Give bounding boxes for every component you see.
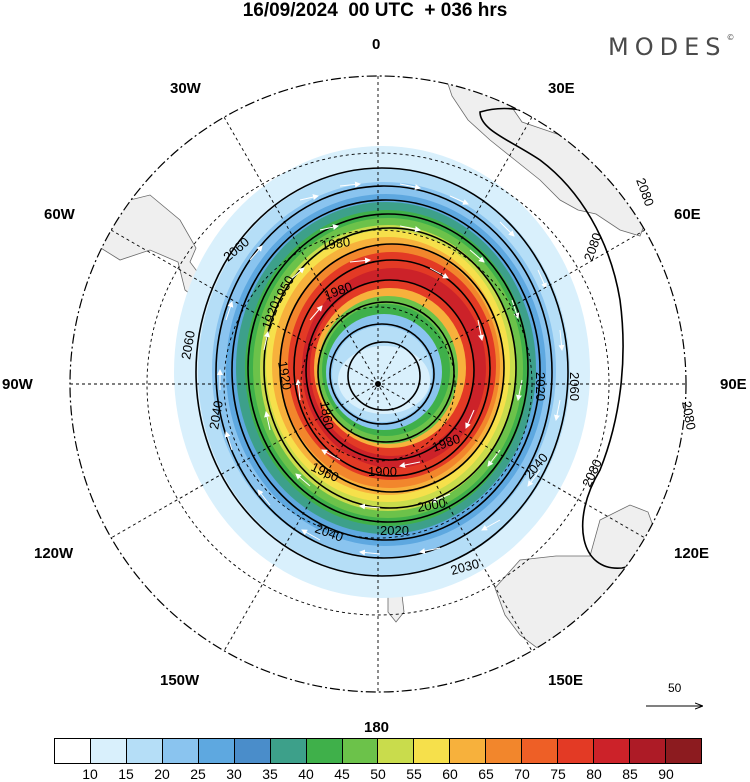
lon-label-30w: 30W (170, 80, 202, 97)
colorbar-tick-label: 75 (550, 766, 566, 782)
colorbar-swatch (486, 739, 523, 763)
colorbar-swatch (665, 739, 701, 763)
colorbar-swatch (270, 739, 307, 763)
contour-label: 1900 (368, 464, 397, 479)
contour-label: 2080 (579, 457, 605, 490)
colorbar-tick-label: 10 (82, 766, 98, 782)
lon-label-120w: 120W (34, 545, 74, 562)
lon-label-60w: 60W (44, 206, 76, 223)
map-border (69, 75, 687, 693)
page-title: 16/09/2024 00 UTC + 036 hrs (242, 0, 508, 21)
contour-label: 2060 (567, 372, 582, 401)
reference-vector-label: 50 (668, 681, 682, 695)
colorbar-tick-label: 70 (514, 766, 530, 782)
longitude-labels: 0 30E 60E 90E 120E 150E 180 150W 120W 90… (2, 36, 747, 736)
contour-label: 1920 (275, 360, 295, 391)
colorbar-swatch (378, 739, 415, 763)
colorbar-tick-label: 30 (226, 766, 242, 782)
colorbar-tick-label: 80 (586, 766, 602, 782)
lon-label-180: 180 (364, 719, 389, 736)
colorbar-swatch (414, 739, 451, 763)
contour-label: 1980 (320, 234, 351, 253)
colorbar-swatch (558, 739, 595, 763)
colorbar-swatch (342, 739, 379, 763)
lon-label-150e: 150E (548, 672, 583, 689)
colorbar-tick-label: 65 (478, 766, 494, 782)
colorbar-swatch (306, 739, 343, 763)
colorbar-tick-label: 90 (658, 766, 674, 782)
colorbar-tick-label: 45 (334, 766, 350, 782)
contour-label: 2040 (206, 399, 226, 430)
contour-label: 2080 (633, 176, 657, 208)
brand-mark: © (726, 33, 735, 42)
colorbar-swatch (594, 739, 630, 763)
colorbar-tick-label: 60 (442, 766, 458, 782)
colorbar-swatch (522, 739, 559, 763)
colorbar-swatch (450, 739, 487, 763)
brand-logo: MODES© (608, 33, 734, 61)
lon-label-150w: 150W (160, 672, 200, 689)
colorbar-swatch (126, 739, 163, 763)
colorbar-tick-label: 25 (190, 766, 206, 782)
brand-name: MODES (608, 33, 727, 61)
lon-label-30e: 30E (548, 80, 575, 97)
south-america-land (77, 194, 209, 301)
contour-label: 1860 (317, 400, 337, 431)
colorbar-tick-label: 50 (370, 766, 386, 782)
colorbar (54, 738, 702, 764)
contour-label: 2020 (380, 523, 409, 538)
colorbar-tick-label: 20 (154, 766, 170, 782)
colorbar-labels: 10 15 20 25 30 35 40 45 50 55 60 65 70 75 80 85 90 (0, 766, 750, 782)
reference-vector-arrow-icon (646, 680, 710, 720)
contour-label: 2000 (416, 495, 447, 515)
colorbar-swatch (630, 739, 666, 763)
wind-vectors (217, 181, 565, 556)
colorbar-tick-label: 35 (262, 766, 278, 782)
colorbar-swatch (55, 739, 91, 763)
colorbar-tick-label: 15 (118, 766, 134, 782)
lon-label-90w: 90W (2, 376, 34, 393)
lon-label-120e: 120E (674, 545, 709, 562)
colorbar-tick-label: 55 (406, 766, 422, 782)
lon-label-0: 0 (372, 36, 380, 53)
colorbar-swatch (198, 739, 235, 763)
contour-label: 2080 (679, 400, 699, 431)
lon-label-60e: 60E (674, 206, 701, 223)
contour-label: 2020 (533, 372, 548, 401)
colorbar-swatch (90, 739, 127, 763)
colorbar-tick-label: 40 (298, 766, 314, 782)
lon-label-90e: 90E (720, 376, 747, 393)
contour-label: 2080 (581, 231, 605, 263)
colorbar-swatch (234, 739, 271, 763)
contour-label: 2030 (449, 556, 481, 578)
pole-marker (375, 381, 381, 387)
colorbar-tick-label: 85 (622, 766, 638, 782)
contour-label: 2060 (178, 329, 198, 360)
colorbar-swatch (162, 739, 199, 763)
